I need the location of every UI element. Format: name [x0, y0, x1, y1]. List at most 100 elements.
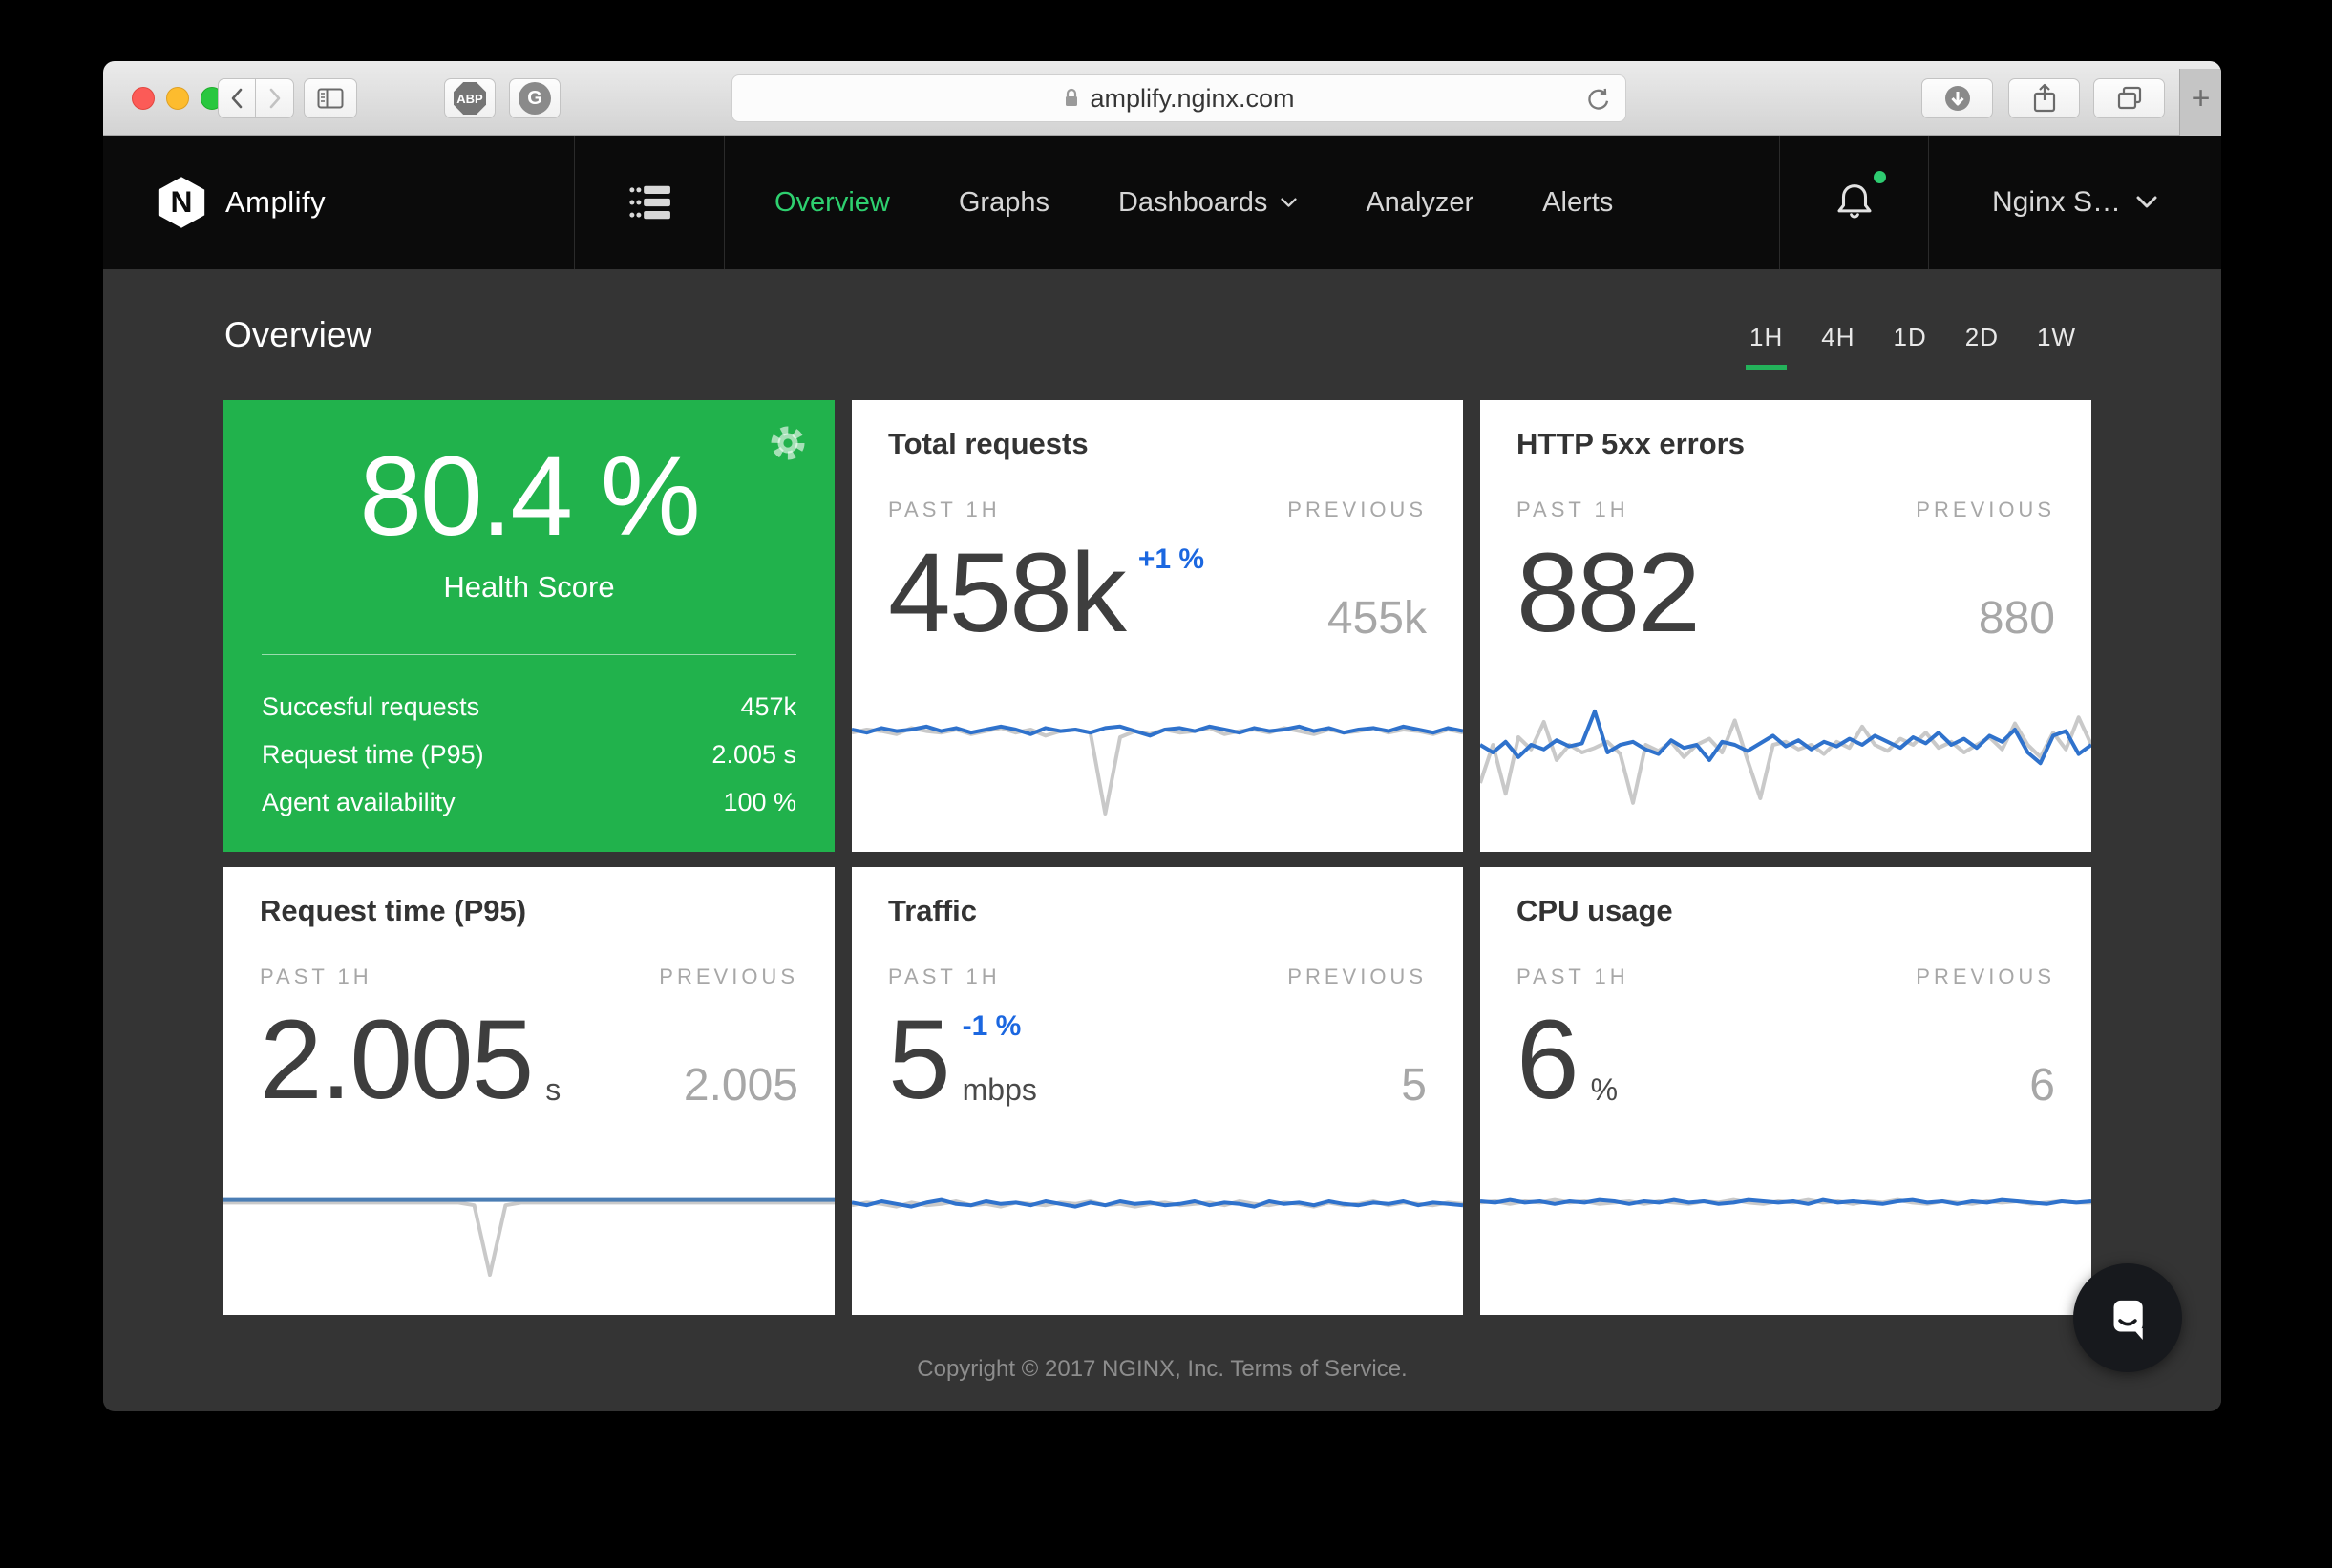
abp-shield-icon: ABP [454, 82, 486, 115]
previous-period-label: PREVIOUS [1287, 498, 1427, 521]
account-menu[interactable]: Nginx S… [1928, 136, 2221, 269]
forward-button[interactable] [256, 78, 294, 118]
nav-item-label: Analyzer [1366, 186, 1474, 218]
chat-bubble-icon [2113, 1300, 2143, 1340]
sidebar-icon [317, 88, 344, 109]
account-label: Nginx S… [1991, 186, 2122, 218]
time-range-4h[interactable]: 4H [1821, 323, 1855, 351]
nav-item-label: Overview [774, 186, 890, 218]
plus-icon: + [2191, 80, 2211, 117]
sparkline-chart [852, 699, 1463, 852]
nav-item-dashboards[interactable]: Dashboards [1118, 187, 1297, 219]
minimize-window-button[interactable] [166, 87, 189, 110]
value-unit: s [545, 1072, 562, 1107]
metric-card-http-5xx-errors: HTTP 5xx errors PAST 1H PREVIOUS 882 880 [1480, 400, 2091, 852]
share-icon [2033, 83, 2055, 113]
cards-grid: 80.4 % Health Score Succesful requests 4… [223, 400, 2091, 1315]
previous-value: 6 [2029, 1059, 2055, 1111]
previous-period-label: PREVIOUS [1287, 964, 1427, 988]
health-stat-value: 100 % [723, 787, 796, 816]
brand[interactable]: N Amplify [157, 136, 326, 269]
nav-item-label: Alerts [1542, 186, 1614, 218]
notification-dot [1873, 170, 1886, 183]
browser-window: ABP G amplify.nginx.com [103, 61, 2221, 1411]
health-stat-row: Succesful requests 457k [262, 683, 796, 731]
health-stats: Succesful requests 457k Request time (P9… [262, 683, 796, 826]
close-window-button[interactable] [132, 87, 155, 110]
card-meta-row: PAST 1H PREVIOUS [1516, 964, 2055, 989]
card-title: HTTP 5xx errors [1516, 427, 1745, 460]
card-meta-row: PAST 1H PREVIOUS [260, 964, 798, 989]
tabs-icon [2117, 86, 2141, 110]
health-score-label: Health Score [443, 570, 615, 604]
app-navbar: N Amplify Overview Graphs Dashbo [103, 136, 2221, 269]
health-stat-label: Agent availability [262, 787, 456, 816]
reload-icon[interactable] [1585, 85, 1612, 114]
health-stat-row: Request time (P95) 2.005 s [262, 731, 796, 778]
chat-launcher-button[interactable] [2073, 1263, 2182, 1372]
new-tab-button[interactable]: + [2179, 69, 2221, 136]
current-value: 6 [1516, 997, 1579, 1123]
card-value-row: 458k +1 % 455k [888, 537, 1427, 649]
card-meta-row: PAST 1H PREVIOUS [888, 964, 1427, 989]
metric-card-traffic: Traffic PAST 1H PREVIOUS 5 -1 % mbps 5 [852, 867, 1463, 1315]
chevron-left-icon [231, 88, 243, 109]
time-range-2d[interactable]: 2D [1964, 323, 1999, 351]
health-score-card: 80.4 % Health Score Succesful requests 4… [223, 400, 835, 852]
downloads-button[interactable] [1921, 78, 1993, 118]
chevron-down-icon [1281, 197, 1297, 207]
nav-items: Overview Graphs Dashboards Analyzer Aler… [774, 136, 1613, 269]
card-value-row: 882 880 [1516, 537, 2055, 649]
sidebar-toggle-button[interactable] [304, 78, 357, 118]
health-stat-row: Agent availability 100 % [262, 778, 796, 826]
address-bar[interactable]: amplify.nginx.com [731, 74, 1626, 122]
value-annotations: % [1591, 1008, 1618, 1108]
time-range-1h[interactable]: 1H [1745, 323, 1788, 370]
value-unit: % [1590, 1072, 1619, 1107]
metric-card-cpu-usage: CPU usage PAST 1H PREVIOUS 6 % 6 [1480, 867, 2091, 1315]
ghostery-extension-button[interactable]: G [509, 78, 561, 118]
health-stat-label: Succesful requests [262, 691, 480, 721]
nav-item-alerts[interactable]: Alerts [1542, 187, 1613, 219]
lock-icon [1066, 88, 1078, 106]
notifications-button[interactable] [1780, 136, 1928, 269]
card-title: Total requests [888, 427, 1089, 460]
previous-period-label: PREVIOUS [659, 964, 798, 988]
card-meta-row: PAST 1H PREVIOUS [888, 498, 1427, 522]
time-range-1w[interactable]: 1W [2037, 323, 2076, 351]
previous-period-label: PREVIOUS [1916, 964, 2055, 988]
nav-item-label: Dashboards [1117, 186, 1268, 218]
current-value-group: 5 -1 % mbps [888, 997, 1037, 1123]
past-period-label: PAST 1H [1516, 964, 1629, 988]
dashboard-content: Overview 1H 4H 1D 2D 1W 80.4 % Health Score … [103, 269, 2221, 1410]
value-annotations: s [545, 1008, 561, 1108]
nav-item-overview[interactable]: Overview [774, 187, 890, 219]
sparkline-chart [852, 1181, 1463, 1315]
nav-divider [1928, 136, 1929, 269]
show-tabs-button[interactable] [2093, 78, 2165, 118]
past-period-label: PAST 1H [1516, 498, 1629, 521]
adblock-extension-button[interactable]: ABP [444, 78, 496, 118]
terms-of-service-link[interactable]: Terms of Service. [1230, 1356, 1408, 1382]
sparkline-chart [223, 1181, 835, 1315]
nginx-logo-icon: N [158, 177, 205, 228]
gear-icon[interactable] [768, 423, 808, 463]
current-value-group: 882 [1516, 537, 1712, 649]
card-title: CPU usage [1516, 894, 1673, 927]
time-range-1d[interactable]: 1D [1893, 323, 1927, 351]
sparkline-chart [1480, 1181, 2091, 1315]
current-value: 5 [888, 997, 951, 1123]
share-button[interactable] [2008, 78, 2080, 118]
back-button[interactable] [218, 78, 256, 118]
current-value-group: 6 % [1516, 997, 1618, 1123]
systems-list-button[interactable] [575, 136, 724, 269]
chevron-right-icon [269, 88, 280, 109]
card-value-row: 5 -1 % mbps 5 [888, 997, 1427, 1123]
health-stat-value: 457k [740, 691, 796, 721]
value-annotations: +1 % [1138, 541, 1204, 641]
g-extension-icon: G [519, 82, 551, 115]
nav-item-graphs[interactable]: Graphs [959, 187, 1049, 219]
brand-label: Amplify [225, 185, 327, 219]
nav-item-analyzer[interactable]: Analyzer [1366, 187, 1473, 219]
